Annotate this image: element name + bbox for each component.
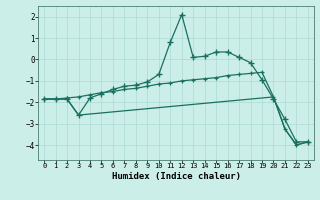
X-axis label: Humidex (Indice chaleur): Humidex (Indice chaleur) [111, 172, 241, 181]
